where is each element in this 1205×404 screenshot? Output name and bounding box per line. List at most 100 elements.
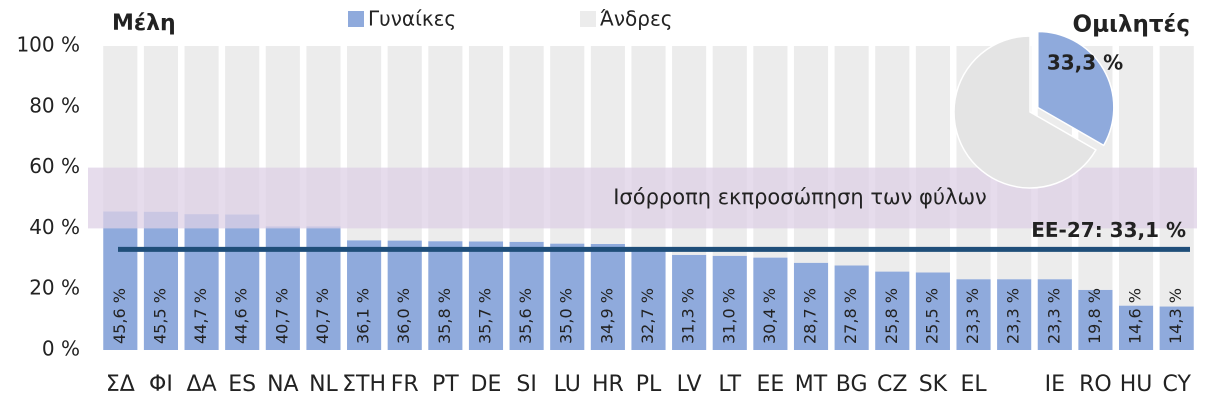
data-label: 23,3 % (1044, 288, 1063, 344)
data-label: 36,0 % (394, 288, 413, 344)
x-tick-label: HU (1120, 372, 1153, 397)
data-label: 44,6 % (232, 288, 251, 344)
bar (1159, 306, 1194, 350)
data-label: 34,9 % (597, 288, 616, 344)
data-label: 25,5 % (922, 288, 941, 344)
data-label: 31,0 % (719, 288, 738, 344)
bar (712, 255, 747, 350)
x-tick-label: RO (1079, 372, 1112, 397)
bar (103, 211, 138, 350)
bar (834, 46, 869, 266)
chart-title: Μέλη (112, 11, 176, 36)
x-tick-label: ΣΔ (106, 372, 135, 397)
x-tick-label: CY (1162, 372, 1191, 397)
bar (672, 254, 707, 350)
x-tick-label: BG (836, 372, 868, 397)
pie-slice (1037, 30, 1115, 147)
x-tick-label: FR (391, 372, 419, 397)
bar (1118, 305, 1154, 350)
x-tick-label: SK (919, 372, 948, 397)
data-label: 30,4 % (760, 288, 779, 344)
bar (753, 257, 788, 350)
bar (590, 243, 625, 350)
x-tick-label: LU (554, 372, 581, 397)
data-label: 27,8 % (841, 288, 860, 344)
bar (428, 241, 463, 350)
data-label: 35,7 % (475, 288, 494, 344)
x-tick-label: NA (267, 372, 299, 397)
data-label: 45,5 % (150, 288, 169, 344)
y-tick-label: 40 % (29, 215, 80, 239)
bar (509, 241, 544, 350)
bar (875, 271, 910, 350)
data-label: 14,6 % (1126, 288, 1145, 344)
bar (184, 214, 219, 350)
x-tick-label: EE (756, 372, 784, 397)
x-tick-label: EL (960, 372, 987, 397)
y-tick-label: 20 % (29, 276, 80, 300)
x-tick-label: PL (636, 372, 662, 397)
legend-swatch (580, 11, 596, 27)
bar (631, 250, 666, 350)
data-label: 35,6 % (516, 288, 535, 344)
bar (550, 243, 585, 350)
data-label: 35,8 % (435, 288, 454, 344)
pie-title: Ομιλητές (1073, 12, 1190, 38)
x-tick-label: MT (795, 372, 828, 397)
pie-slice (953, 35, 1097, 189)
data-label: 28,7 % (801, 288, 820, 344)
bar (793, 262, 829, 350)
x-tick-label: SI (516, 372, 536, 397)
data-label: 45,6 % (110, 288, 129, 344)
x-tick-label: PT (432, 372, 459, 397)
bar (956, 279, 991, 350)
x-tick-label: DE (471, 372, 502, 397)
data-label: 40,7 % (272, 288, 291, 344)
pie-label: 33,3 % (1047, 51, 1123, 75)
y-tick-label: 60 % (29, 154, 80, 178)
data-label: 14,3 % (1166, 288, 1185, 344)
bar (793, 46, 829, 263)
legend-label: Γυναίκες (368, 7, 456, 31)
x-tick-label: HR (592, 372, 624, 397)
bar (1037, 279, 1072, 350)
y-tick-label: 0 % (42, 337, 80, 361)
data-label: 31,3 % (679, 288, 698, 344)
bar (915, 46, 950, 273)
bar (875, 46, 910, 272)
reference-label: ΕΕ-27: 33,1 % (1031, 218, 1186, 242)
bar (834, 265, 869, 350)
y-tick-label: 80 % (29, 93, 80, 117)
x-tick-label: ES (228, 372, 256, 397)
data-label: 35,0 % (557, 288, 576, 344)
data-label: 32,7 % (638, 288, 657, 344)
x-tick-label: ΦΙ (149, 372, 173, 397)
legend-label: Άνδρες (600, 7, 673, 31)
bar (225, 214, 260, 350)
bar (143, 211, 179, 350)
y-tick-label: 100 % (16, 33, 80, 57)
x-tick-label: LT (718, 372, 741, 397)
x-tick-label: NL (309, 372, 338, 397)
data-label: 25,8 % (882, 288, 901, 344)
x-tick-label: IE (1045, 372, 1065, 397)
data-label: 23,3 % (1004, 288, 1023, 344)
bar (1078, 289, 1113, 350)
data-label: 44,7 % (191, 288, 210, 344)
x-tick-label: ΔΑ (187, 372, 217, 397)
bar (347, 240, 382, 350)
legend-swatch (348, 11, 364, 27)
bar (468, 241, 504, 350)
data-label: 19,8 % (1085, 288, 1104, 344)
x-tick-label: CZ (877, 372, 907, 397)
bar (387, 240, 422, 350)
x-tick-label: LV (677, 372, 702, 397)
bar (997, 279, 1032, 350)
data-label: 40,7 % (313, 288, 332, 344)
data-label: 23,3 % (963, 288, 982, 344)
bar (915, 272, 950, 350)
data-label: 36,1 % (354, 288, 373, 344)
band-label: Ισόρροπη εκπροσώπηση των φύλων (613, 185, 987, 209)
x-tick-label: ΣΤΗ (342, 372, 386, 397)
